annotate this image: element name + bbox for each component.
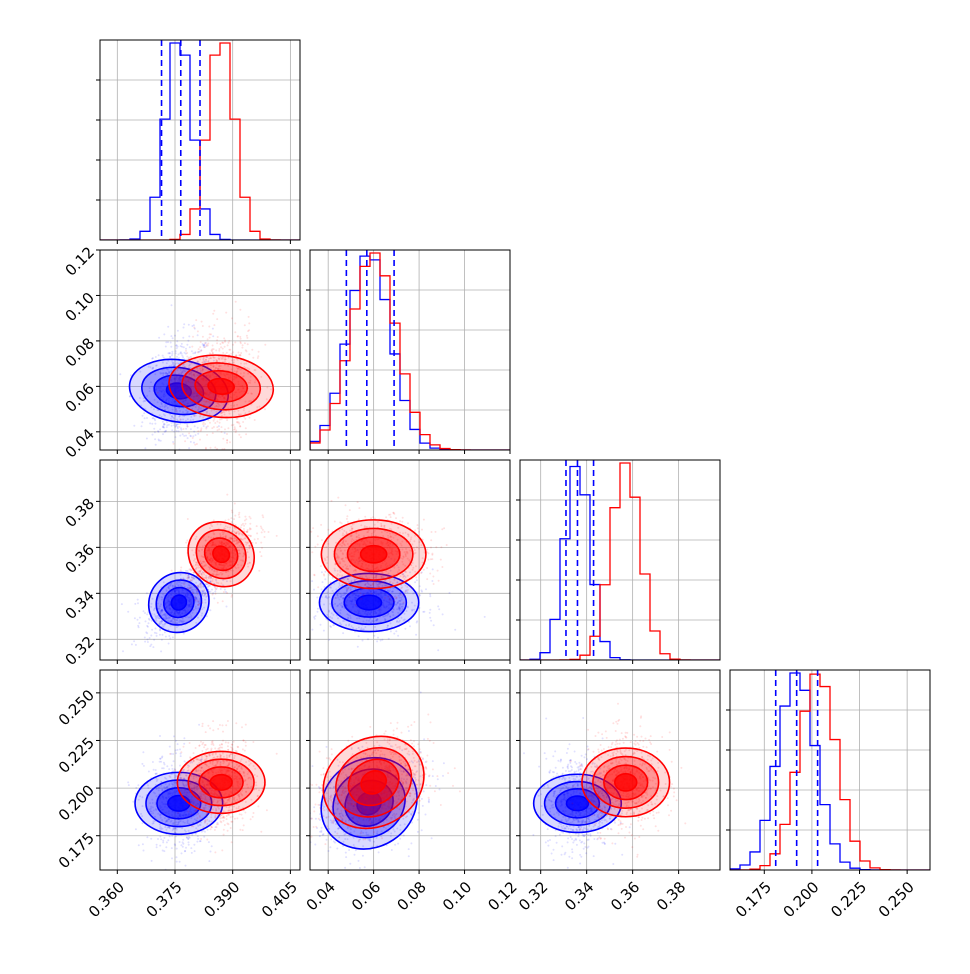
x-tick-label: 0.34 — [561, 878, 597, 914]
histogram-content — [520, 460, 720, 660]
histogram-content — [100, 40, 300, 240]
x-tick-label: 0.10 — [439, 878, 475, 914]
y-tick-label: 0.225 — [55, 734, 98, 777]
y-tick-label: 0.06 — [62, 380, 98, 416]
y-tick-label: 0.12 — [62, 243, 98, 279]
panel-content — [293, 497, 486, 652]
y-tick-label: 0.200 — [55, 781, 98, 824]
y-tick-label: 0.10 — [62, 289, 98, 325]
histogram-step — [310, 256, 510, 450]
panel-content — [127, 720, 278, 885]
histogram-1 — [306, 250, 510, 454]
x-tick-label: 0.36 — [607, 878, 643, 914]
y-tick-label: 0.175 — [55, 829, 98, 872]
y-tick-label: 0.08 — [62, 334, 98, 370]
x-tick-label: 0.360 — [85, 878, 128, 921]
x-tick-label: 0.175 — [732, 878, 775, 921]
y-tick-label: 0.250 — [55, 686, 98, 729]
panel-2-0: 0.32 0.34 0.36 0.38 — [62, 460, 300, 669]
panel-content — [121, 494, 278, 653]
panel-content — [523, 703, 686, 878]
panel-3-2: 0.32 0.34 0.36 0.38 — [515, 670, 720, 914]
x-tick-label: 0.32 — [515, 878, 551, 914]
histogram-2 — [516, 460, 720, 664]
x-tick-label: 0.04 — [303, 878, 339, 914]
y-tick-label: 0.38 — [62, 495, 98, 531]
x-tick-label: 0.12 — [484, 878, 520, 914]
x-tick-label: 0.405 — [258, 878, 301, 921]
histogram-content — [310, 250, 510, 450]
y-tick-label: 0.34 — [62, 587, 98, 623]
x-tick-label: 0.390 — [200, 878, 243, 921]
panel-2-1 — [293, 460, 510, 664]
histogram-content — [730, 670, 930, 870]
panel-content — [119, 301, 276, 502]
x-tick-label: 0.250 — [875, 878, 918, 921]
y-tick-label: 0.36 — [62, 541, 98, 577]
panel-content — [278, 691, 461, 876]
y-tick-label: 0.04 — [62, 425, 98, 461]
x-tick-label: 0.200 — [780, 878, 823, 921]
panel-1-0: 0.04 0.06 0.08 0.10 0.12 — [62, 243, 300, 501]
x-tick-label: 0.06 — [348, 878, 384, 914]
x-tick-label: 0.08 — [393, 878, 429, 914]
histogram-0 — [96, 40, 300, 244]
y-tick-label: 0.32 — [62, 633, 98, 669]
x-tick-label: 0.38 — [653, 878, 689, 914]
x-tick-label: 0.375 — [143, 878, 186, 921]
x-tick-label: 0.225 — [827, 878, 870, 921]
